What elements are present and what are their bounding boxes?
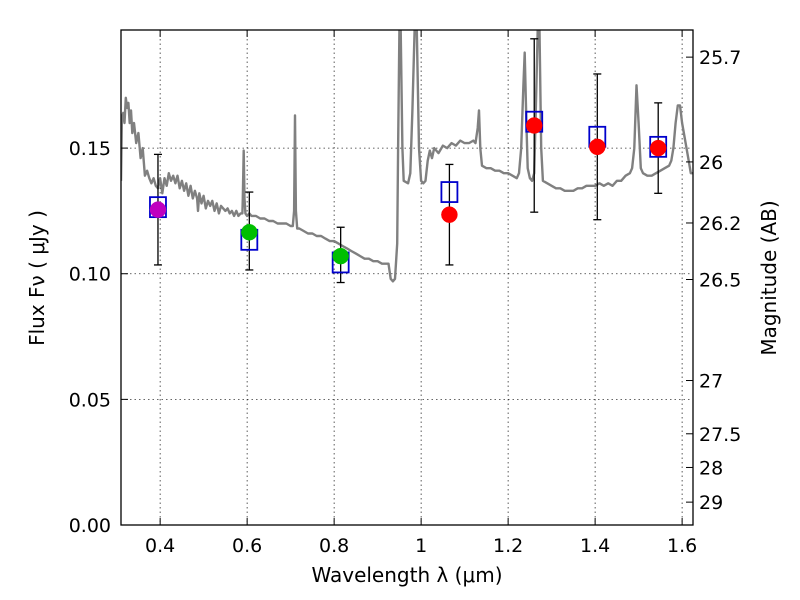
y-right-tick-label: 25.7	[699, 47, 741, 69]
x-tick-label: 1	[415, 535, 427, 557]
y-right-tick-label: 28	[699, 457, 723, 479]
x-tick-label: 0.4	[145, 535, 175, 557]
y-tick-label: 0.05	[69, 389, 111, 411]
y-right-tick-label: 27.5	[699, 424, 741, 446]
y-right-tick-label: 26	[699, 152, 723, 174]
y-right-tick-label: 29	[699, 492, 723, 514]
y-tick-label: 0.10	[69, 264, 111, 286]
observed-point	[589, 138, 606, 156]
model-spectrum-line	[121, 30, 693, 283]
x-tick-label: 1.2	[493, 535, 523, 557]
observed-photometry-layer	[149, 117, 667, 265]
spectrum-layer	[121, 30, 693, 283]
observed-point	[525, 117, 543, 134]
plot-background	[121, 30, 693, 525]
x-tick-label: 0.6	[232, 535, 262, 557]
model-photometry-marker	[440, 181, 459, 203]
observed-point	[649, 139, 667, 157]
y-right-tick-label: 27	[699, 371, 723, 393]
y-right-tick-label: 26.2	[699, 213, 741, 235]
observed-point	[441, 206, 458, 223]
y-tick-labels: 0.00 0.05 0.10 0.15	[69, 138, 111, 537]
x-axis-title: Wavelength λ (μm)	[311, 563, 502, 587]
grid-lines	[121, 30, 693, 526]
y-right-tick-labels: 25.7 26 26.2 26.5 27 27.5 28 29	[699, 47, 741, 514]
y-right-tick-label: 26.5	[699, 270, 741, 292]
y-right-axis-title: Magnitude (AB)	[757, 200, 781, 355]
observed-point	[332, 247, 349, 265]
y-tick-label: 0.00	[69, 515, 111, 537]
y-axis-title: Flux Fν ( μJy )	[25, 210, 49, 346]
x-tick-labels: 0.4 0.6 0.8 1 1.2 1.4 1.6	[145, 535, 697, 557]
observed-point	[241, 224, 258, 241]
tick-marks	[121, 30, 693, 526]
x-tick-label: 0.8	[319, 535, 349, 557]
x-tick-label: 1.4	[580, 535, 610, 557]
observed-point	[149, 201, 167, 218]
y-tick-label: 0.15	[69, 138, 111, 160]
plot-frame	[120, 29, 694, 526]
x-tick-label: 1.6	[667, 535, 697, 557]
